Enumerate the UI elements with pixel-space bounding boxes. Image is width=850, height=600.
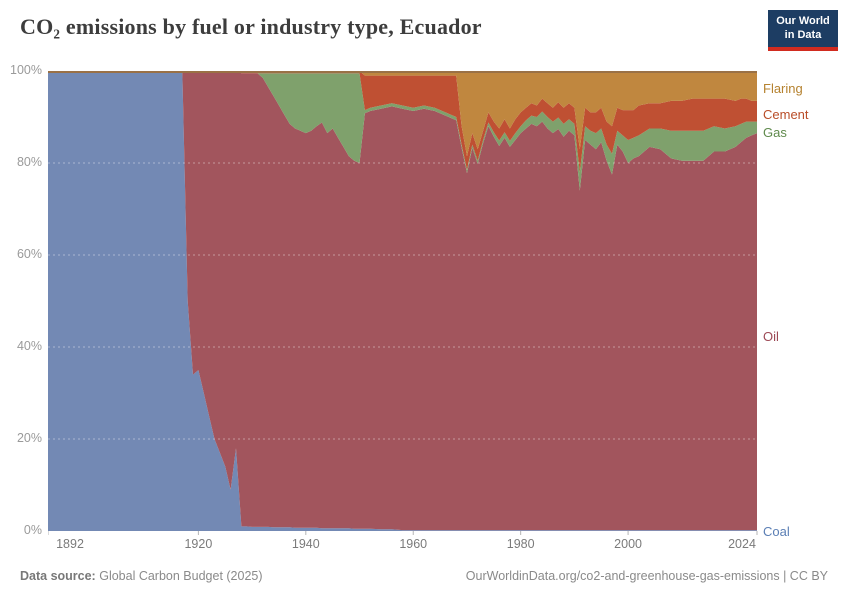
owid-logo-line1: Our World [776, 14, 830, 27]
owid-logo-line2: in Data [784, 28, 822, 41]
x-axis-label-1960: 1960 [399, 537, 428, 551]
x-axis-label-1940: 1940 [291, 537, 320, 551]
legend-label-flaring[interactable]: Flaring [763, 81, 803, 96]
legend-label-cement[interactable]: Cement [763, 107, 809, 122]
y-axis-label-0: 0% [23, 523, 42, 537]
y-axis-label-100: 100% [10, 63, 42, 77]
chart-footer: Data source: Global Carbon Budget (2025)… [20, 569, 828, 583]
x-axis-label-2024: 2024 [728, 537, 756, 551]
area-oil[interactable] [48, 71, 757, 531]
data-source-value: Global Carbon Budget (2025) [99, 569, 263, 583]
legend-label-gas[interactable]: Gas [763, 125, 787, 140]
y-axis-label-60: 60% [16, 247, 42, 261]
x-axis-label-1920: 1920 [184, 537, 213, 551]
legend-label-coal[interactable]: Coal [763, 524, 790, 539]
x-axis-label-2000: 2000 [614, 537, 642, 551]
legend-label-oil[interactable]: Oil [763, 329, 779, 344]
owid-logo[interactable]: Our World in Data [768, 10, 838, 51]
y-axis-label-80: 80% [16, 155, 42, 169]
rights-note[interactable]: OurWorldinData.org/co2-and-greenhouse-ga… [465, 569, 828, 583]
y-axis-label-20: 20% [16, 431, 42, 445]
data-source-note: Data source: Global Carbon Budget (2025) [20, 569, 263, 583]
y-axis-label-40: 40% [16, 339, 42, 353]
area-coal[interactable] [48, 71, 757, 531]
x-axis-label-1892: 1892 [56, 537, 84, 551]
area-cement[interactable] [48, 71, 757, 173]
stacked-area-chart[interactable] [48, 71, 759, 537]
x-axis-label-1980: 1980 [506, 537, 535, 551]
area-flaring[interactable] [48, 71, 757, 157]
chart-title: CO₂ emissions by fuel or industry type, … [20, 14, 482, 39]
data-source-label: Data source: [20, 569, 96, 583]
